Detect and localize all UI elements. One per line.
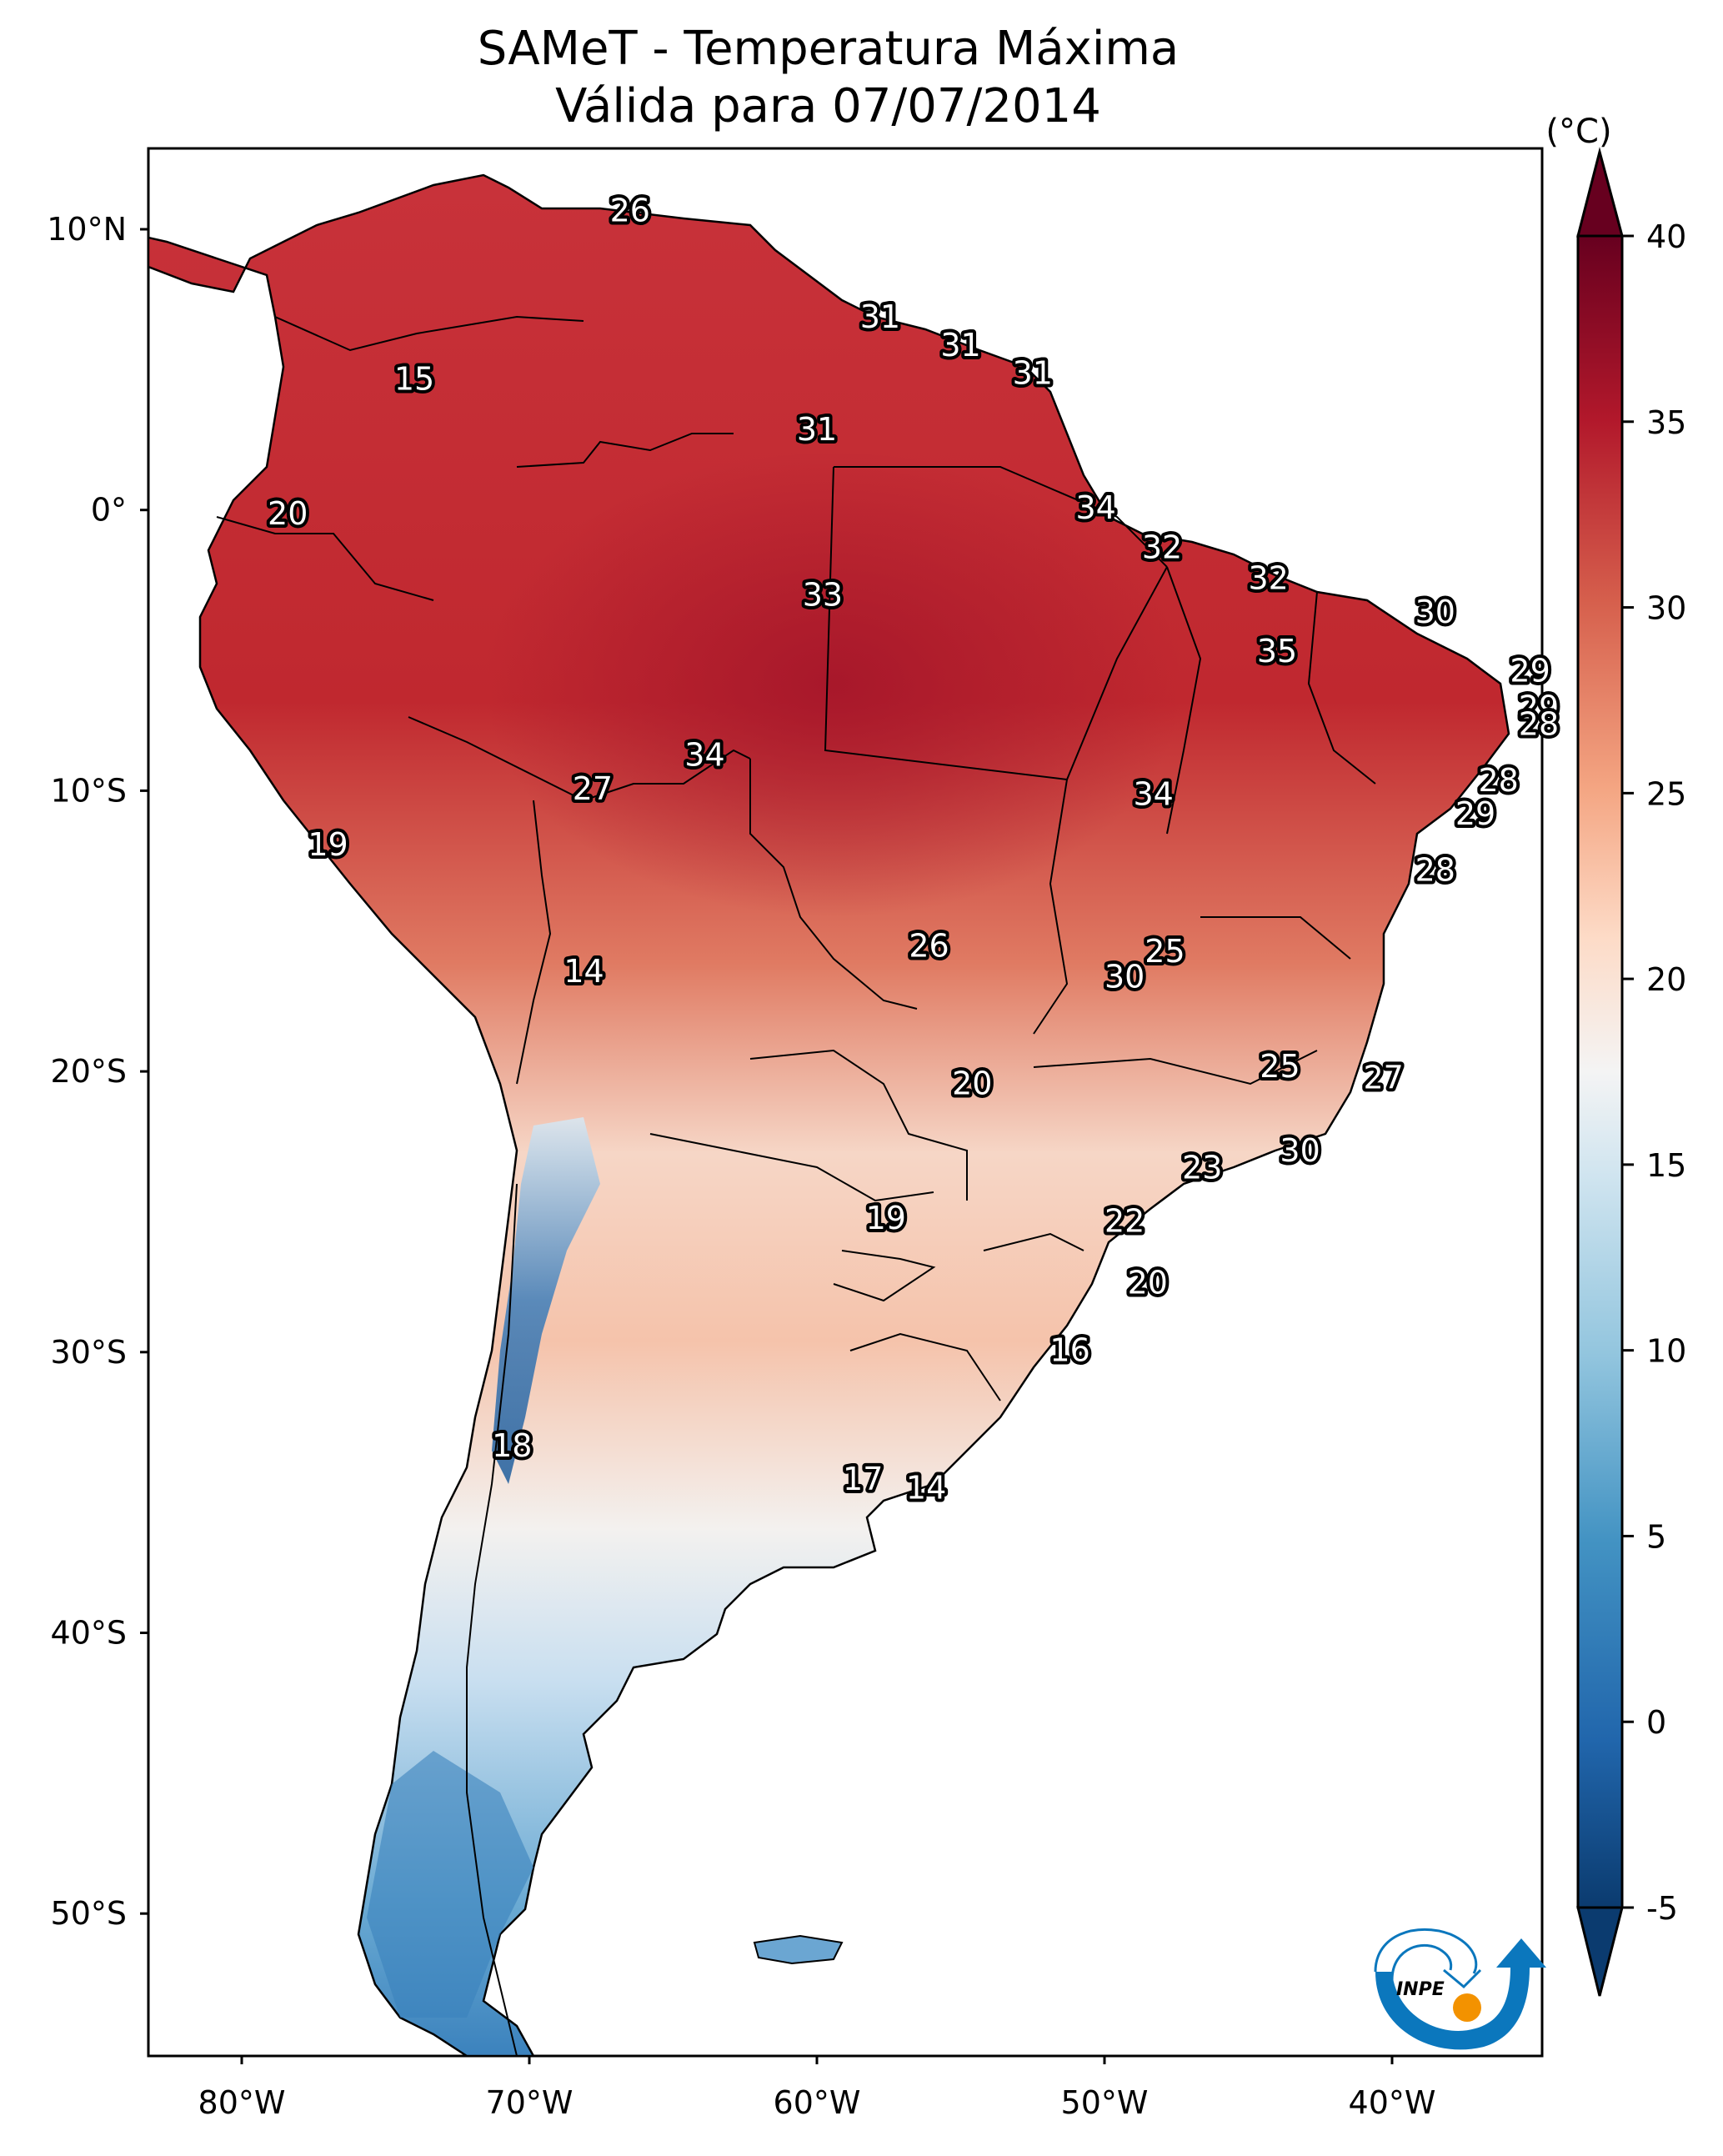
temperature-label: 20 (268, 495, 308, 532)
temperature-label: 34 (1133, 776, 1173, 813)
temperature-label: 15 (394, 360, 434, 397)
y-axis: 10°N 0° 10°S 20°S 30°S 40°S 50°S (47, 211, 148, 1932)
temperature-label: 34 (684, 736, 724, 773)
temperature-label: 35 (1257, 633, 1297, 669)
falkland-islands (753, 1934, 844, 1965)
temperature-label: 27 (1363, 1060, 1403, 1096)
x-tick-label: 80°W (198, 2084, 286, 2121)
temperature-label: 29 (1519, 689, 1559, 725)
temperature-label: 31 (940, 327, 980, 364)
chart-title: SAMeT - Temperatura Máxima (477, 22, 1180, 76)
temperature-label: 17 (843, 1461, 883, 1497)
temperature-label: 14 (563, 953, 604, 990)
y-tick-label: 10°S (51, 772, 127, 809)
temperature-label: 19 (308, 826, 348, 863)
x-tick-label: 70°W (486, 2084, 573, 2121)
y-tick-label: 40°S (51, 1615, 127, 1652)
x-tick-label: 60°W (774, 2084, 861, 2121)
temperature-label: 33 (803, 577, 843, 614)
x-axis: 80°W 70°W 60°W 50°W 40°W (198, 2056, 1436, 2121)
temperature-label: 31 (797, 411, 837, 448)
colorbar-unit-label: (°C) (1545, 113, 1611, 151)
colorbar-tick-label: 35 (1646, 404, 1686, 441)
temperature-label: 31 (860, 298, 900, 335)
temperature-label: 27 (573, 770, 613, 807)
country-borders (216, 315, 1376, 2056)
colorbar: 40 35 30 25 20 15 10 5 0 -5 (°C) (1545, 113, 1686, 1997)
colorbar-tick-label: -5 (1646, 1890, 1678, 1927)
colorbar-tick-label: 40 (1646, 218, 1686, 255)
colorbar-extend-top (1576, 147, 1624, 238)
temperature-label: 18 (492, 1427, 532, 1464)
x-tick-label: 50°W (1061, 2084, 1149, 2121)
inpe-logo-text: INPE (1396, 1979, 1445, 2000)
temperature-label: 30 (1415, 594, 1455, 630)
temperature-label: 30 (1104, 958, 1144, 995)
chart-subtitle: Válida para 07/07/2014 (555, 79, 1101, 133)
y-tick-label: 20°S (51, 1053, 127, 1090)
temperature-label: 30 (1280, 1132, 1320, 1169)
colorbar-tick-label: 20 (1646, 961, 1686, 998)
temperature-label: 23 (1182, 1149, 1222, 1186)
amazon-hot-region (483, 450, 1184, 917)
y-tick-label: 0° (91, 492, 127, 529)
temperature-label: 26 (610, 192, 650, 228)
temperature-label: 29 (1455, 795, 1495, 832)
colorbar-tick-label: 10 (1646, 1333, 1686, 1370)
y-tick-label: 50°S (51, 1895, 127, 1932)
temperature-label: 26 (909, 927, 949, 964)
colorbar-body (1576, 234, 1624, 1909)
colorbar-tick-label: 15 (1646, 1147, 1686, 1184)
colorbar-tick-label: 0 (1646, 1704, 1666, 1741)
temperature-label: 28 (1519, 705, 1559, 742)
temperature-label: 25 (1144, 933, 1185, 970)
colorbar-tick-label: 30 (1646, 590, 1686, 627)
temperature-label: 31 (1013, 355, 1053, 392)
inpe-sun-icon (1453, 1993, 1481, 2022)
andes-cold-ridge (492, 1117, 600, 1484)
temperature-label: 29 (1510, 652, 1550, 689)
y-tick-label: 30°S (51, 1334, 127, 1371)
temperature-label: 28 (1415, 852, 1455, 889)
temperature-label: 34 (1075, 489, 1115, 526)
temperature-label: 32 (1248, 559, 1288, 596)
y-tick-label: 10°N (47, 211, 127, 248)
colorbar-tick-label: 25 (1646, 775, 1686, 812)
temperature-label: 28 (1478, 762, 1518, 799)
temperature-label: 20 (952, 1065, 992, 1101)
temperature-label: 14 (906, 1469, 946, 1506)
temperature-label: 25 (1260, 1048, 1300, 1085)
colorbar-extend-bottom (1576, 1906, 1624, 1997)
colorbar-tick-label: 5 (1646, 1518, 1666, 1555)
temperature-label: 22 (1104, 1202, 1144, 1239)
x-tick-label: 40°W (1349, 2084, 1436, 2121)
temperature-label: 16 (1049, 1331, 1089, 1368)
temperature-label: 20 (1128, 1264, 1168, 1301)
inpe-swoosh-icon (1375, 1938, 1546, 2050)
inpe-logo: INPE (1374, 1928, 1546, 2050)
temperature-label: 19 (866, 1200, 906, 1236)
temperature-label: 32 (1142, 529, 1182, 565)
